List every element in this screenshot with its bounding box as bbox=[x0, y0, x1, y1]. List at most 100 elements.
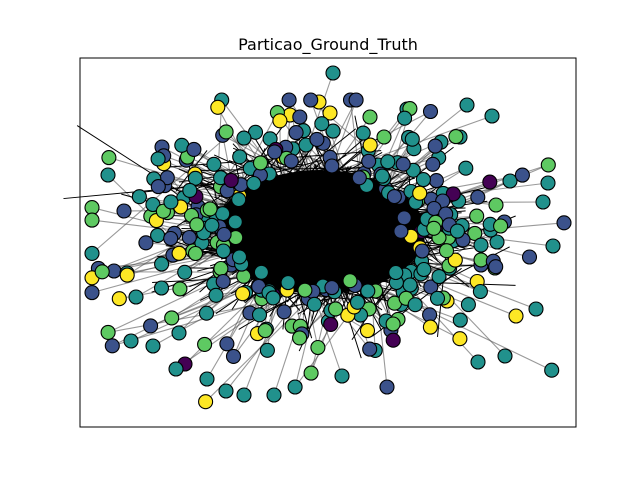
graph-node bbox=[171, 245, 187, 261]
core-edge bbox=[274, 251, 297, 279]
graph-node bbox=[116, 203, 132, 219]
core-edge bbox=[270, 192, 335, 262]
core-edge bbox=[326, 226, 379, 247]
graph-node bbox=[163, 194, 179, 210]
graph-node bbox=[150, 151, 166, 167]
core-edge bbox=[277, 225, 280, 230]
graph-node bbox=[252, 155, 269, 171]
core-edge bbox=[342, 236, 372, 307]
graph-node bbox=[438, 243, 455, 259]
graph-node bbox=[361, 153, 377, 169]
core-edge bbox=[273, 175, 319, 204]
graph-node bbox=[469, 208, 485, 224]
graph-node bbox=[84, 245, 100, 261]
graph-node bbox=[187, 245, 204, 262]
node-layer bbox=[84, 65, 572, 410]
graph-node bbox=[187, 170, 203, 186]
graph-node bbox=[171, 325, 187, 341]
graph-node bbox=[323, 316, 339, 332]
graph-node bbox=[153, 280, 170, 296]
edge bbox=[107, 303, 262, 333]
graph-node bbox=[540, 157, 556, 173]
graph-node bbox=[101, 150, 117, 166]
core-edge bbox=[337, 195, 346, 255]
graph-node bbox=[556, 215, 572, 231]
graph-node bbox=[362, 109, 378, 125]
core-edge bbox=[321, 166, 349, 244]
graph-node bbox=[150, 179, 166, 195]
graph-node bbox=[379, 379, 395, 395]
graph-node bbox=[199, 371, 215, 387]
graph-node bbox=[425, 156, 441, 172]
graph-node bbox=[215, 206, 231, 222]
graph-node bbox=[334, 368, 350, 384]
core-edge bbox=[245, 202, 320, 226]
core-edge bbox=[339, 222, 382, 231]
graph-node bbox=[359, 323, 376, 339]
graph-node bbox=[388, 264, 404, 281]
graph-node bbox=[395, 156, 411, 172]
graph-node bbox=[521, 249, 538, 265]
graph-node bbox=[342, 273, 358, 289]
graph-node bbox=[168, 361, 184, 377]
graph-node bbox=[272, 113, 288, 129]
graph-node bbox=[210, 99, 226, 115]
graph-node bbox=[489, 234, 505, 250]
graph-node bbox=[467, 225, 483, 241]
graph-node bbox=[407, 297, 423, 313]
graph-node bbox=[473, 237, 489, 253]
graph-node bbox=[253, 264, 269, 280]
core-edge bbox=[322, 178, 333, 240]
graph-node bbox=[232, 149, 248, 165]
graph-node bbox=[502, 173, 518, 189]
graph-node bbox=[198, 394, 214, 410]
core-edge bbox=[228, 195, 320, 253]
core-edge bbox=[352, 211, 392, 216]
core-edge bbox=[249, 148, 313, 215]
graph-node bbox=[322, 105, 338, 121]
core-edge bbox=[290, 245, 311, 271]
core-edge bbox=[308, 165, 312, 226]
core-edge bbox=[219, 218, 268, 262]
core-edge bbox=[239, 185, 320, 227]
plot-area bbox=[63, 57, 577, 428]
graph-node bbox=[287, 379, 303, 395]
core-edge bbox=[239, 216, 378, 250]
plot-title: Particao_Ground_Truth bbox=[238, 35, 418, 55]
graph-node bbox=[280, 275, 296, 291]
graph-node bbox=[385, 316, 401, 332]
graph-node bbox=[488, 259, 504, 275]
graph-node bbox=[314, 116, 330, 132]
graph-node bbox=[402, 277, 418, 293]
graph-node bbox=[360, 283, 376, 299]
graph-node bbox=[288, 125, 304, 141]
graph-node bbox=[123, 333, 139, 349]
graph-node bbox=[138, 235, 154, 251]
graph-node bbox=[393, 223, 409, 239]
graph-node bbox=[204, 217, 220, 233]
graph-node bbox=[189, 217, 205, 233]
graph-node bbox=[362, 341, 378, 357]
core-edge bbox=[188, 212, 462, 235]
core-edge bbox=[225, 189, 371, 218]
graph-node bbox=[355, 125, 371, 141]
core-edge bbox=[324, 187, 363, 193]
graph-node bbox=[265, 290, 281, 306]
graph-node bbox=[281, 92, 297, 108]
graph-node bbox=[310, 339, 326, 356]
graph-node bbox=[164, 310, 180, 326]
graph-node bbox=[514, 167, 530, 183]
graph-node bbox=[348, 92, 364, 108]
graph-node bbox=[227, 214, 243, 230]
graph-node bbox=[219, 336, 235, 352]
graph-node bbox=[236, 387, 252, 403]
graph-node bbox=[197, 336, 213, 352]
graph-node bbox=[484, 108, 500, 124]
core-edge bbox=[276, 196, 408, 274]
core-edge bbox=[291, 255, 414, 276]
core-edge bbox=[360, 188, 415, 280]
graph-node bbox=[459, 97, 475, 113]
graph-node bbox=[448, 129, 464, 145]
graph-node bbox=[215, 273, 231, 290]
